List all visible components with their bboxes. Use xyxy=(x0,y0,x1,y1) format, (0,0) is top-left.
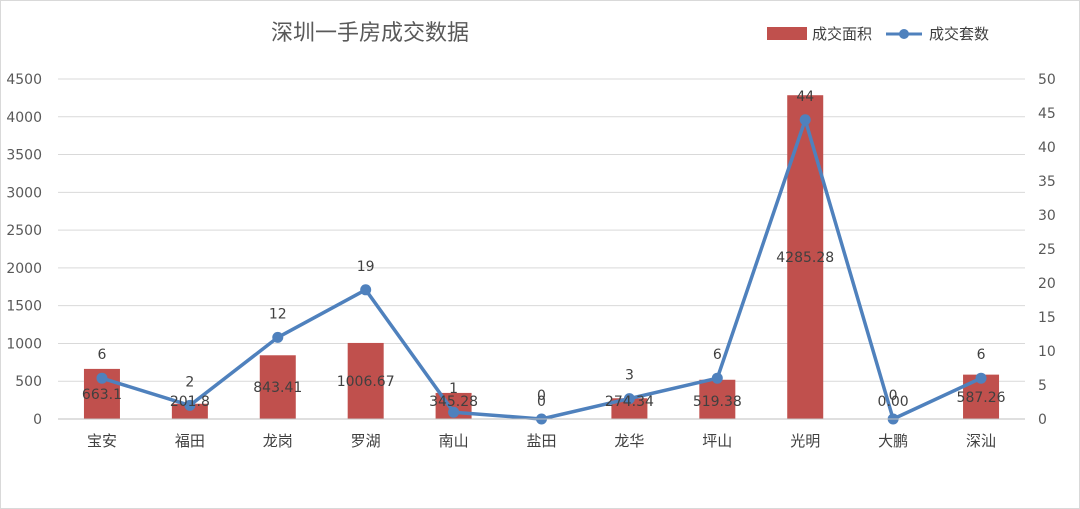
legend-bar-label: 成交面积 xyxy=(812,25,872,43)
line-point xyxy=(96,372,108,384)
y-left-tick-label: 1000 xyxy=(6,336,42,352)
y-right-tick-label: 40 xyxy=(1038,140,1056,156)
y-right-tick-label: 25 xyxy=(1038,242,1056,258)
line-data-label: 1 xyxy=(449,381,458,397)
line-point xyxy=(711,372,723,384)
y-axis-right: 0 5 10 15 20 25 30 35 40 45 50 xyxy=(1038,72,1056,428)
legend-line-label: 成交套数 xyxy=(929,25,989,43)
bar-data-label: 1006.67 xyxy=(337,374,395,390)
y-left-tick-label: 3500 xyxy=(6,148,42,164)
y-right-tick-label: 15 xyxy=(1038,310,1056,326)
y-right-tick-label: 45 xyxy=(1038,106,1056,122)
bar-data-label: 843.41 xyxy=(253,380,302,396)
y-right-tick-label: 10 xyxy=(1038,344,1056,360)
line-data-label: 44 xyxy=(796,89,814,105)
x-tick-label: 光明 xyxy=(790,432,820,450)
line-point xyxy=(448,406,460,418)
line-data-label: 12 xyxy=(269,306,287,322)
line-data-label: 2 xyxy=(185,374,194,390)
x-tick-label: 盐田 xyxy=(526,432,556,450)
line-point xyxy=(272,331,284,343)
y-left-tick-label: 1500 xyxy=(6,299,42,315)
legend: 成交面积 成交套数 xyxy=(767,25,989,43)
legend-line-marker xyxy=(899,29,909,39)
y-right-tick-label: 20 xyxy=(1038,276,1056,292)
line-data-label: 6 xyxy=(713,347,722,363)
y-left-tick-label: 2000 xyxy=(6,261,42,277)
x-tick-label: 南山 xyxy=(439,432,469,450)
line-point xyxy=(184,399,196,411)
bar-data-labels: 663.1 201.8 843.41 1006.67 345.28 0 274.34 519.… xyxy=(82,250,1006,410)
bar xyxy=(347,342,384,419)
line-point xyxy=(799,114,811,126)
x-tick-label: 大鹏 xyxy=(878,432,908,450)
x-tick-label: 福田 xyxy=(175,432,205,450)
y-left-tick-label: 4500 xyxy=(6,72,42,88)
line-data-label: 0 xyxy=(537,388,546,404)
y-left-tick-label: 3000 xyxy=(6,185,42,201)
bar xyxy=(171,403,208,419)
line-point xyxy=(623,393,635,405)
bar-data-label: 345.28 xyxy=(429,394,478,410)
gridlines xyxy=(58,78,1025,382)
line-data-label: 0 xyxy=(889,388,898,404)
line-data-labels: 6 2 12 19 1 0 3 6 44 0 6 xyxy=(97,89,985,404)
y-left-tick-label: 4000 xyxy=(6,110,42,126)
line-point xyxy=(975,372,987,384)
bar xyxy=(699,379,736,419)
line-data-label: 6 xyxy=(97,347,106,363)
legend-bar-swatch xyxy=(767,27,807,40)
y-right-tick-label: 35 xyxy=(1038,174,1056,190)
y-left-tick-label: 500 xyxy=(15,374,42,390)
y-right-tick-label: 50 xyxy=(1038,72,1056,88)
line-data-label: 6 xyxy=(977,347,986,363)
bar xyxy=(611,398,648,419)
x-tick-label: 宝安 xyxy=(87,432,117,450)
x-tick-label: 罗湖 xyxy=(351,432,381,450)
line-data-label: 3 xyxy=(625,368,634,384)
bar-data-label: 274.34 xyxy=(605,394,654,410)
y-left-tick-label: 2500 xyxy=(6,223,42,239)
bar-data-label: 0 xyxy=(537,394,546,410)
x-tick-label: 龙岗 xyxy=(263,432,293,450)
x-tick-label: 龙华 xyxy=(614,432,644,450)
bar-data-label: 519.38 xyxy=(693,394,742,410)
line-point xyxy=(360,284,372,296)
y-right-tick-label: 0 xyxy=(1038,412,1047,428)
bar xyxy=(259,355,296,419)
bar-data-label: 663.1 xyxy=(82,387,122,403)
x-tick-label: 深汕 xyxy=(966,432,996,450)
line-data-label: 19 xyxy=(357,259,375,275)
chart-title: 深圳一手房成交数据 xyxy=(271,21,469,46)
y-right-tick-label: 5 xyxy=(1038,378,1047,394)
y-left-tick-label: 0 xyxy=(33,412,42,428)
bar-data-label: 0.00 xyxy=(878,394,909,410)
bar-data-label: 201.8 xyxy=(170,394,210,410)
bar xyxy=(787,95,824,419)
x-tick-label: 坪山 xyxy=(702,432,732,450)
y-axis-left: 0 500 1000 1500 2000 2500 3000 3500 4000 4500 xyxy=(6,72,42,428)
x-axis: 宝安 福田 龙岗 罗湖 南山 盐田 龙华 坪山 光明 大鹏 深汕 xyxy=(58,418,1025,450)
bar-data-label: 587.26 xyxy=(957,390,1006,406)
bar-data-label: 4285.28 xyxy=(776,250,834,266)
y-right-tick-label: 30 xyxy=(1038,208,1056,224)
